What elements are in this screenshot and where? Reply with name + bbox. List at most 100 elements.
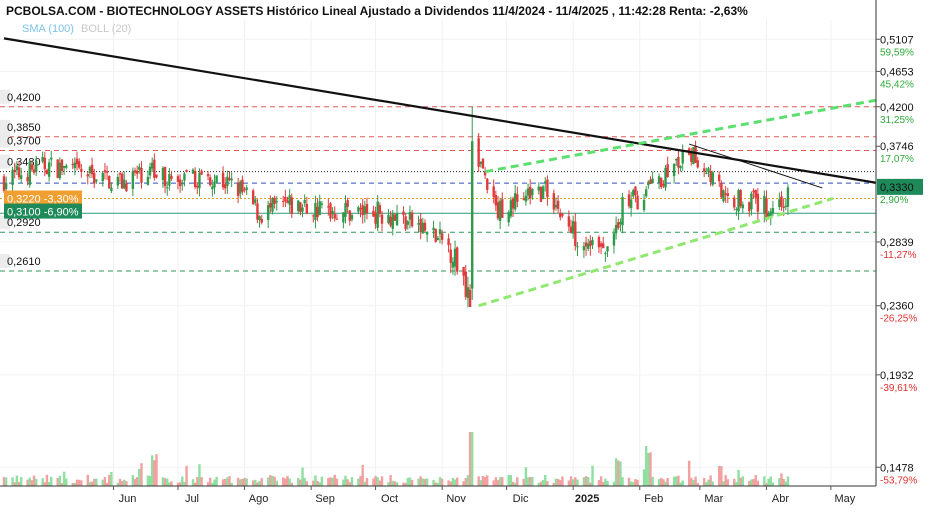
volume-bar: [483, 476, 487, 486]
volume-bar: [513, 482, 517, 486]
volume-bar: [359, 476, 362, 486]
candle-body: [88, 166, 92, 174]
price-badges: 0,3220 -3,30% 0,3100 -6,90%: [4, 190, 82, 219]
volume-bar: [657, 479, 661, 486]
candle-body: [541, 186, 545, 199]
volume-bar: [60, 483, 64, 486]
candle-body: [346, 200, 349, 207]
volume-bar: [380, 476, 384, 486]
candle-body: [211, 186, 214, 190]
volume-bar: [56, 478, 59, 486]
volume-bar: [168, 482, 171, 486]
candle-body: [221, 172, 225, 188]
volume-bar: [62, 471, 66, 486]
volume-bar: [208, 477, 212, 486]
candle-body: [784, 205, 787, 207]
volume-bar: [597, 480, 601, 486]
candle-body: [75, 158, 79, 165]
month-label: Dic: [513, 493, 529, 505]
candle-body: [477, 138, 480, 167]
volume-bar: [305, 481, 309, 486]
candle-body: [767, 213, 770, 217]
candle-body: [365, 204, 369, 214]
volume-bar: [120, 480, 124, 486]
trend-line: [478, 197, 834, 308]
volume-bar: [299, 479, 302, 486]
candle-body: [754, 189, 757, 198]
candle-body: [28, 161, 31, 185]
candle-body: [709, 170, 712, 183]
volume-bar: [586, 476, 590, 486]
candle-body: [391, 213, 394, 229]
candle-body: [677, 156, 680, 168]
volume-bar: [496, 480, 500, 486]
candle-body: [50, 157, 53, 160]
candle-body: [35, 160, 38, 172]
candle-body: [440, 233, 444, 240]
price-badge-label: 0,3220 -3,30%: [7, 193, 79, 205]
volume-bar: [275, 480, 278, 486]
candle-body: [118, 173, 122, 175]
volume-bar: [215, 476, 218, 486]
volume-bar: [677, 475, 680, 486]
volume-bar: [664, 481, 667, 486]
volume-bar: [348, 482, 351, 486]
candle-body: [496, 202, 500, 219]
volume-bar: [737, 469, 740, 486]
candle-body: [303, 199, 306, 204]
indicator-boll-label: BOLL (20): [81, 23, 131, 35]
candle-body: [271, 198, 274, 212]
volume-bar: [387, 482, 390, 486]
volume-bar: [224, 479, 227, 486]
volume-bar: [494, 477, 498, 486]
candle-body: [254, 199, 257, 203]
candle-body: [606, 246, 609, 252]
volume-bar: [675, 476, 678, 486]
candle-body: [462, 267, 465, 276]
candle-body: [350, 215, 354, 220]
volume-bar: [662, 479, 665, 486]
candle-body: [101, 172, 104, 182]
candle-body: [393, 214, 397, 221]
volume-bar: [614, 458, 618, 486]
candle-body: [58, 162, 62, 179]
candle-body: [17, 167, 21, 178]
volume-bar: [471, 431, 474, 486]
candle-body: [32, 169, 36, 173]
candle-body: [60, 159, 64, 172]
candle-body: [266, 205, 270, 221]
candle-body: [733, 197, 736, 208]
axis-price-label: 0,5107: [880, 34, 914, 46]
volume-bar: [266, 477, 270, 486]
candle-body: [30, 164, 34, 170]
volume-bar: [660, 477, 663, 486]
volume-bar: [434, 482, 437, 486]
candle-body: [516, 194, 519, 202]
candle-body: [389, 216, 392, 226]
candle-body: [455, 247, 459, 272]
volume-bar: [617, 460, 620, 486]
candle-body: [288, 195, 291, 205]
volume-bar: [556, 479, 560, 486]
volume-bar: [722, 481, 725, 486]
candle-body: [559, 213, 562, 218]
volume-bar: [559, 479, 562, 486]
candle-body: [374, 212, 377, 224]
candle-body: [150, 162, 154, 169]
candle-body: [166, 187, 169, 189]
candle-body: [11, 169, 14, 185]
candle-body: [479, 162, 483, 164]
candle-body: [524, 195, 528, 202]
candle-body: [582, 246, 586, 251]
candle-body: [163, 166, 167, 187]
candle-body: [649, 179, 652, 184]
volume-bar: [709, 475, 712, 486]
volume-bar: [90, 481, 94, 486]
candle-body: [93, 172, 96, 184]
indicator-sma-label: SMA (100): [22, 23, 74, 35]
price-badge: [4, 190, 82, 206]
candle-body: [4, 182, 8, 189]
candle-body: [556, 200, 560, 209]
volume-bar: [166, 478, 169, 486]
candle-body: [226, 176, 229, 186]
